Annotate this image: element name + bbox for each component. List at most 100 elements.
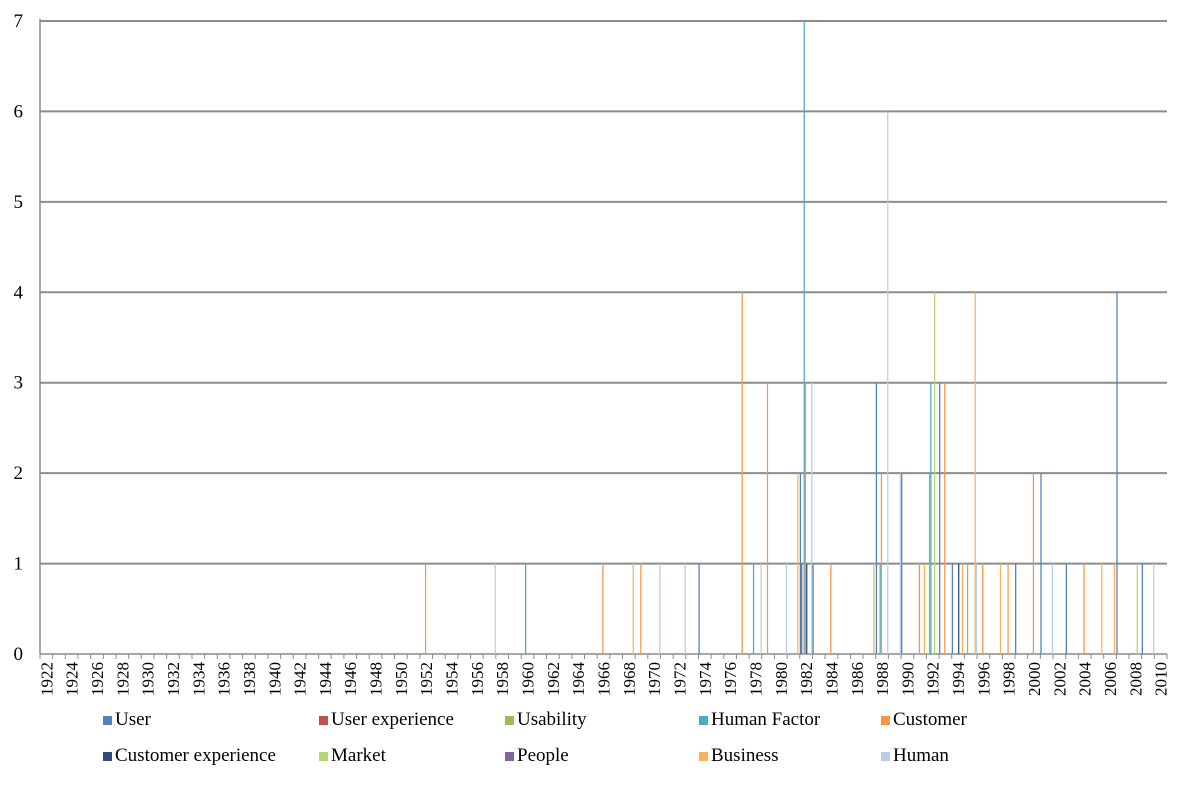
x-tick-label: 1972 [670,662,689,696]
y-tick-label: 3 [14,373,24,394]
bar [961,563,964,654]
bar [785,563,788,654]
x-tick-label: 1946 [341,662,360,696]
x-tick-label: 1986 [848,662,867,696]
legend-swatch [699,715,708,725]
legend-label: Market [331,745,386,766]
x-tick-label: 2010 [1152,662,1171,696]
bar [982,563,984,654]
legend-item: Business [699,745,779,767]
y-tick-label: 1 [14,554,24,575]
legend-swatch [881,715,890,725]
legend-label: Human [893,745,949,766]
bar [797,473,799,654]
bar [1136,563,1138,654]
y-tick-label: 5 [14,192,24,213]
bar [899,473,902,654]
legend-swatch [699,751,708,761]
bar [424,563,427,654]
legend-item: Customer experience [103,745,276,767]
x-tick-label: 1968 [620,662,639,696]
bar [879,563,881,654]
bar [830,563,832,654]
bar [873,563,875,654]
x-tick-label: 1948 [367,662,386,696]
x-tick-label: 1952 [417,662,436,696]
bar [875,382,878,654]
legend-swatch [103,751,112,761]
x-tick-label: 2002 [1050,662,1069,696]
bar [1153,563,1155,654]
bar [1113,563,1116,654]
bar [659,563,661,654]
bar [752,563,755,654]
bar [939,382,941,654]
legend-item: People [505,745,569,767]
bar [812,563,814,654]
bar [944,382,946,654]
bar [698,563,700,654]
x-tick-label: 1922 [37,662,56,696]
legend-item: Market [319,745,386,767]
y-tick-label: 4 [14,282,24,303]
legend-label: Customer experience [115,745,276,766]
legend-item: User [103,709,151,731]
legend-item: Usability [505,709,587,731]
legend-label: User [115,709,151,730]
bar [951,563,953,654]
legend-item: Customer [881,709,967,731]
legend-label: User experience [331,709,454,730]
legend-item: Human [881,745,949,767]
bar [801,563,803,654]
x-tick-label: 1926 [88,662,107,696]
legend-label: Customer [893,709,967,730]
bar [799,473,802,654]
bar [760,563,762,654]
bar [806,563,808,654]
x-tick-label: 2006 [1101,662,1120,696]
legend-swatch [881,751,890,761]
legend-label: People [517,745,569,766]
x-tick-label: 1976 [721,662,740,696]
x-tick-label: 1954 [443,662,462,697]
bar [766,382,769,654]
x-tick-label: 2000 [1025,662,1044,696]
bar [1101,563,1103,654]
legend-swatch [319,715,328,725]
x-tick-label: 1984 [822,662,841,697]
bar [958,563,960,654]
bar [923,563,926,654]
bar [1051,563,1054,654]
y-tick-label: 6 [14,101,24,122]
y-tick-label: 7 [14,11,24,32]
bar [803,21,805,654]
x-tick-label: 1956 [468,662,487,696]
x-tick-label: 1990 [898,662,917,696]
x-tick-label: 1992 [924,662,943,696]
legend-swatch [505,751,514,761]
legend-label: Business [711,745,779,766]
x-tick-label: 1994 [949,662,968,697]
bar [999,563,1002,654]
bar [1065,563,1067,654]
x-tick-label: 1934 [189,662,208,697]
x-tick-label: 1966 [595,662,614,696]
chart-plot-svg: 0 1 2 3 4 5 6 7 1922 1924 1926 1928 1930 1932 1934 1936… [14,11,1171,697]
x-tick-label: 1928 [113,662,132,696]
x-tick-label: 1958 [493,662,512,696]
x-tick-label: 1964 [569,662,588,697]
bar [602,563,604,654]
x-tick-label: 1974 [696,662,715,697]
bar [804,382,807,654]
bar [524,563,527,654]
x-tick-label: 1924 [63,662,82,697]
x-tick-label: 1936 [215,662,234,696]
bar [1015,563,1017,654]
y-tick-label: 0 [14,644,24,665]
bar [1116,292,1118,654]
legend-item: Human Factor [699,709,820,731]
bar [880,473,883,654]
legend-swatch [505,715,514,725]
bar [1007,563,1009,654]
legend-item: User experience [319,709,454,731]
